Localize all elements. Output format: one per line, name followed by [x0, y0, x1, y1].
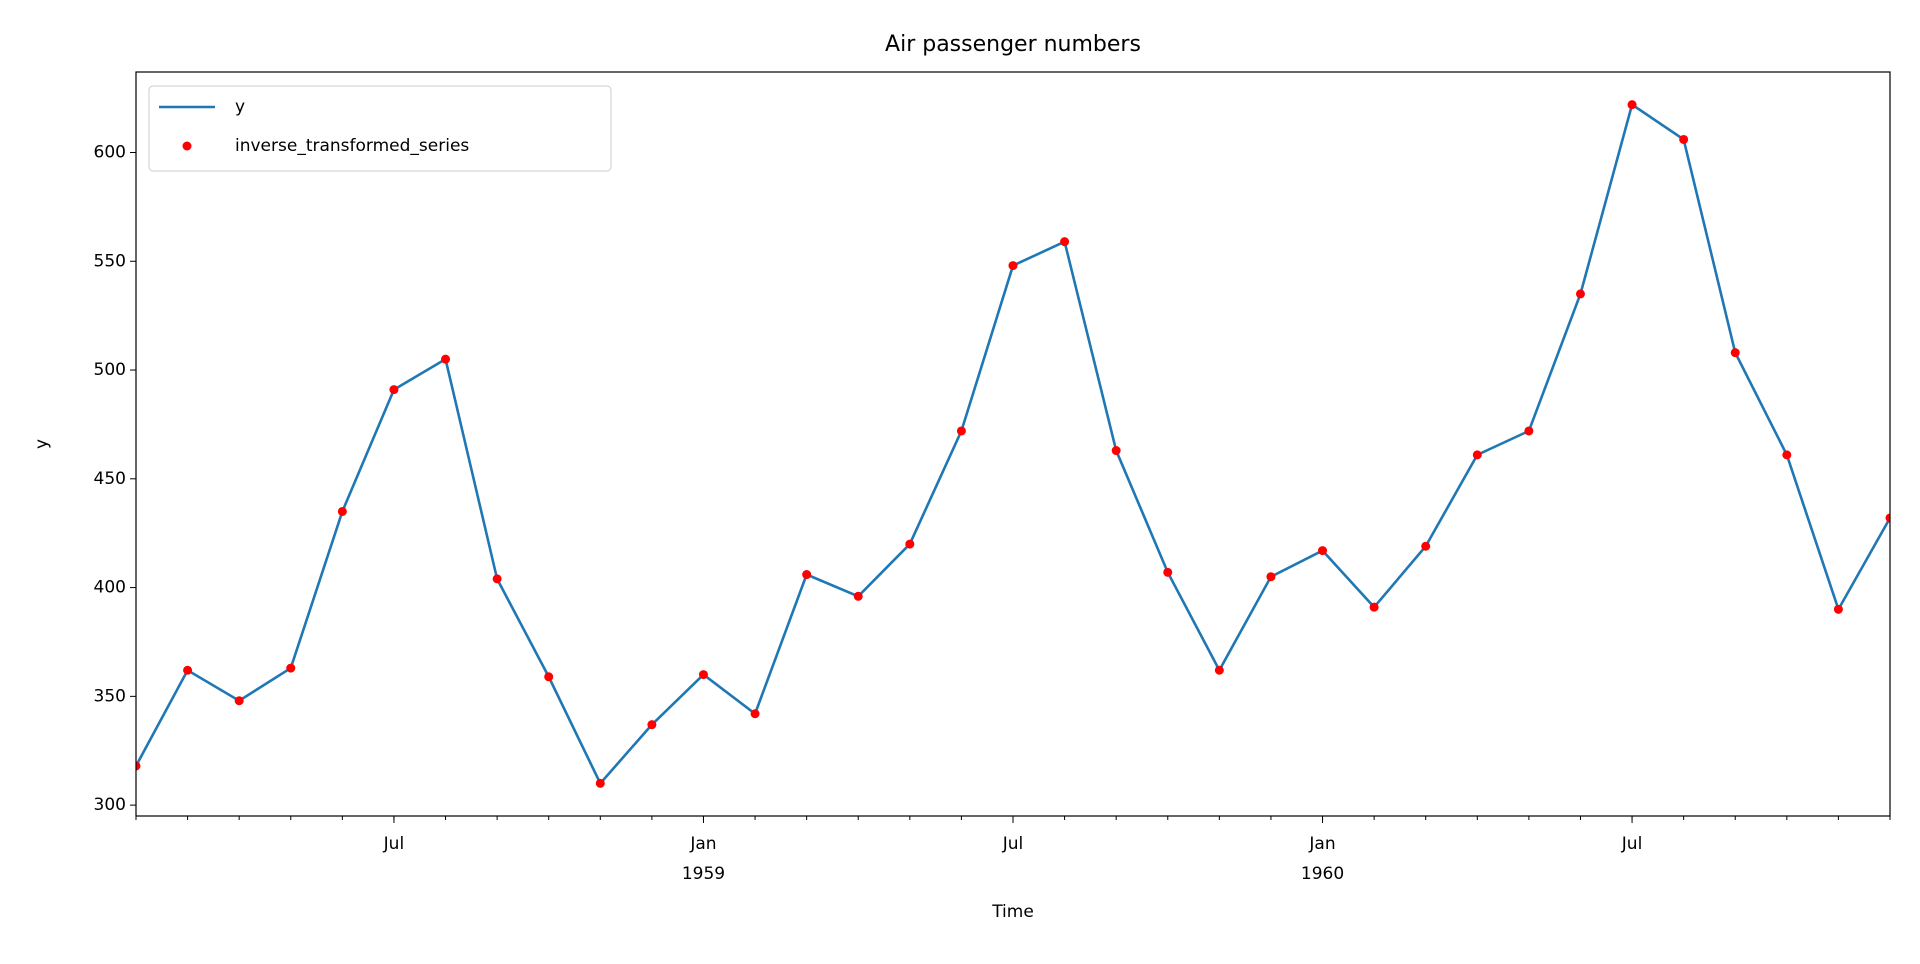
- series-point: [1266, 572, 1276, 582]
- series-point: [1008, 261, 1018, 271]
- legend-label: y: [235, 97, 245, 117]
- y-tick-label: 550: [94, 251, 126, 271]
- y-tick-label: 300: [94, 795, 126, 815]
- y-tick-label: 400: [94, 578, 126, 598]
- plot-frame: [135, 71, 1891, 817]
- series-point: [1679, 134, 1689, 144]
- y-tick-label: 600: [94, 142, 126, 162]
- series-point: [1575, 289, 1585, 299]
- series-point: [1833, 604, 1843, 614]
- legend-box: [148, 85, 612, 172]
- x-tick-label: Jul: [1002, 834, 1024, 854]
- legend-label: inverse_transformed_series: [235, 136, 469, 156]
- series-point: [183, 665, 193, 675]
- series-point: [1730, 348, 1740, 358]
- series-point: [389, 385, 399, 395]
- series-point: [1163, 567, 1173, 577]
- series-point: [234, 696, 244, 706]
- series-point: [1421, 541, 1431, 551]
- series-point: [492, 574, 502, 584]
- x-axis-label: Time: [991, 902, 1034, 922]
- series-line: [136, 102, 1890, 786]
- series-point: [1782, 450, 1792, 460]
- chart-title: Air passenger numbers: [885, 32, 1141, 57]
- series-point: [1318, 546, 1328, 556]
- series-point: [337, 506, 347, 516]
- y-tick-label: 500: [94, 360, 126, 380]
- series-point: [905, 539, 915, 549]
- series-point: [544, 672, 554, 682]
- series-point: [802, 570, 812, 580]
- series-point: [1214, 665, 1224, 675]
- series-point: [698, 670, 708, 680]
- series-point: [853, 591, 863, 601]
- series-point: [956, 426, 966, 436]
- x-tick-label: Jul: [383, 834, 405, 854]
- x-tick-year-label: 1960: [1301, 864, 1344, 884]
- series-point: [1627, 100, 1637, 110]
- series-point: [1111, 446, 1121, 456]
- series-point: [136, 761, 141, 771]
- series-point: [286, 663, 296, 673]
- y-tick-label: 450: [94, 469, 126, 489]
- x-tick-label: Jul: [1621, 834, 1643, 854]
- series-point: [1060, 237, 1070, 247]
- x-tick-year-label: 1959: [682, 864, 725, 884]
- series-point: [750, 709, 760, 719]
- series-point: [647, 720, 657, 730]
- series-point: [441, 354, 451, 364]
- series-point: [1369, 602, 1379, 612]
- series-point: [1885, 513, 1890, 523]
- series-point: [1472, 450, 1482, 460]
- series-point: [1524, 426, 1534, 436]
- y-tick-label: 350: [94, 686, 126, 706]
- x-tick-label: Jan: [1308, 834, 1335, 854]
- y-axis-label: y: [32, 439, 52, 449]
- series-point: [595, 778, 605, 788]
- legend-marker: [182, 141, 192, 151]
- x-tick-label: Jan: [689, 834, 716, 854]
